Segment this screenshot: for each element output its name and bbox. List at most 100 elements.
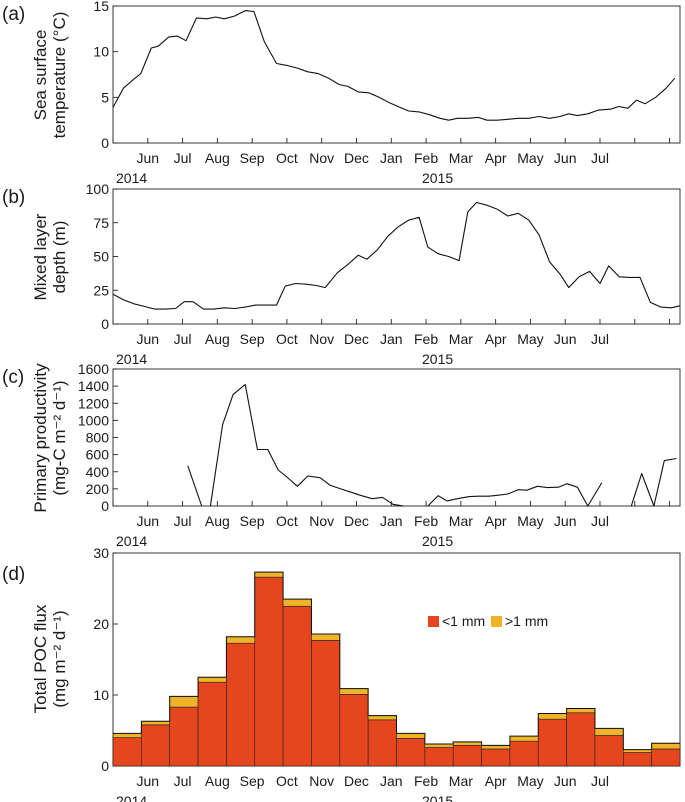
x-tick-label: Jul — [591, 773, 609, 789]
legend-label-lt-1mm: <1 mm — [442, 613, 485, 629]
panel-b-mixed-layer-depth: (b) Mixed layerdepth (m) 0 25 50 75 100 Jun Jul A… — [2, 181, 681, 367]
bar-gt-1mm — [651, 742, 681, 750]
data-line — [630, 457, 677, 507]
x-tick-label: Mar — [449, 331, 473, 347]
x-tick-label: Apr — [485, 773, 507, 789]
x-tick-label: Nov — [309, 331, 334, 347]
year-label-2015: 2015 — [422, 533, 453, 549]
year-label-2014: 2014 — [116, 533, 147, 549]
bar-lt-1mm — [197, 681, 227, 767]
bar-lt-1mm — [481, 748, 511, 767]
y-tick-label: 1400 — [78, 378, 109, 394]
y-axis-label-line: Primary productivity — [31, 363, 50, 513]
y-tick-label: 1000 — [78, 412, 109, 428]
x-tick-label: Jun — [554, 331, 577, 347]
legend-label-gt-1mm: >1 mm — [505, 613, 548, 629]
x-tick-label: Mar — [449, 513, 473, 529]
y-tick-label: 0 — [101, 316, 109, 332]
bar-gt-1mm — [396, 733, 426, 739]
x-tick-label: May — [517, 773, 543, 789]
x-tick-label: Oct — [276, 773, 298, 789]
y-tick-label: 5 — [101, 89, 109, 105]
plot-frame — [112, 368, 681, 507]
x-tick-label: Nov — [309, 150, 334, 166]
x-tick-label: Sep — [240, 331, 265, 347]
panel-label: (c) — [2, 367, 24, 388]
x-tick-label: Jun — [136, 331, 159, 347]
bar-gt-1mm — [169, 696, 199, 708]
x-tick-label: Feb — [414, 513, 438, 529]
x-tick-label: Jun — [136, 773, 159, 789]
bar-gt-1mm — [452, 741, 482, 746]
y-tick-label: 10 — [93, 687, 109, 703]
bar-gt-1mm — [112, 733, 142, 738]
panel-label: (b) — [2, 187, 25, 208]
y-axis-label-line: (mg m⁻² d⁻¹) — [50, 610, 69, 707]
x-tick-label: Aug — [205, 513, 230, 529]
y-axis-label-line: (mg-C m⁻² d⁻¹) — [50, 380, 69, 495]
x-tick-label: Apr — [485, 513, 507, 529]
x-tick-label: Jul — [591, 150, 609, 166]
x-tick-label: Jun — [554, 513, 577, 529]
x-tick-label: Dec — [344, 513, 369, 529]
x-tick-label: Jan — [380, 773, 403, 789]
y-tick-label: 15 — [93, 0, 109, 14]
total-flux-outline — [113, 571, 680, 751]
y-axis-label-line: Sea surface — [31, 30, 50, 121]
bar-gt-1mm — [424, 743, 454, 748]
bar-lt-1mm — [424, 747, 454, 767]
panel-c-primary-productivity: (c) Primary productivity(mg-C m⁻² d⁻¹) 0 20… — [2, 361, 681, 549]
bar-lt-1mm — [282, 605, 312, 767]
panel-d-poc-flux: (d) Total POC flux(mg m⁻² d⁻¹) 0 10 20 30 Jun J… — [2, 545, 681, 802]
y-tick-label: 0 — [101, 135, 109, 151]
panel-label: (d) — [2, 564, 25, 585]
x-tick-label: Apr — [485, 150, 507, 166]
y-axis-label-line: temperature (°C) — [50, 12, 69, 139]
year-label-2015: 2015 — [422, 793, 453, 802]
y-axis-label: Total POC flux(mg m⁻² d⁻¹) — [31, 604, 69, 713]
y-tick-label: 0 — [101, 498, 109, 514]
y-axis-label: Sea surfacetemperature (°C) — [31, 12, 69, 139]
x-tick-label: Jan — [380, 513, 403, 529]
bar-lt-1mm — [651, 748, 681, 767]
y-tick-label: 1200 — [78, 395, 109, 411]
x-tick-label: Feb — [414, 150, 438, 166]
y-tick-label: 25 — [93, 282, 109, 298]
y-tick-label: 20 — [93, 616, 109, 632]
y-axis-label: Mixed layerdepth (m) — [31, 213, 69, 300]
data-line — [427, 482, 603, 507]
y-axis-label-line: depth (m) — [50, 221, 69, 294]
bar-gt-1mm — [197, 676, 227, 683]
bar-lt-1mm — [367, 719, 397, 767]
year-label-2014: 2014 — [116, 170, 147, 186]
bar-gt-1mm — [566, 708, 596, 714]
x-tick-label: Jul — [174, 331, 192, 347]
x-tick-label: Aug — [205, 331, 230, 347]
bar-lt-1mm — [396, 738, 426, 767]
x-tick-label: Mar — [449, 150, 473, 166]
bar-lt-1mm — [622, 752, 652, 767]
bar-gt-1mm — [594, 728, 624, 736]
x-tick-label: May — [517, 331, 543, 347]
x-tick-label: Sep — [240, 773, 265, 789]
y-tick-label: 800 — [86, 430, 110, 446]
year-label-2015: 2015 — [422, 351, 453, 367]
bar-gt-1mm — [141, 720, 171, 726]
y-tick-label: 400 — [86, 464, 110, 480]
bar-lt-1mm — [594, 735, 624, 767]
x-tick-label: Jan — [380, 150, 403, 166]
x-tick-label: Dec — [344, 150, 369, 166]
year-label-2014: 2014 — [116, 351, 147, 367]
bar-lt-1mm — [339, 693, 369, 767]
y-tick-label: 0 — [101, 758, 109, 774]
y-tick-label: 10 — [93, 44, 109, 60]
x-tick-label: Oct — [276, 513, 298, 529]
legend-swatch-lt-1mm — [428, 616, 439, 627]
data-line — [209, 383, 404, 507]
x-tick-label: Jun — [554, 773, 577, 789]
x-tick-label: Apr — [485, 331, 507, 347]
x-tick-label: Dec — [344, 331, 369, 347]
bar-gt-1mm — [367, 715, 397, 721]
x-tick-label: Feb — [414, 773, 438, 789]
